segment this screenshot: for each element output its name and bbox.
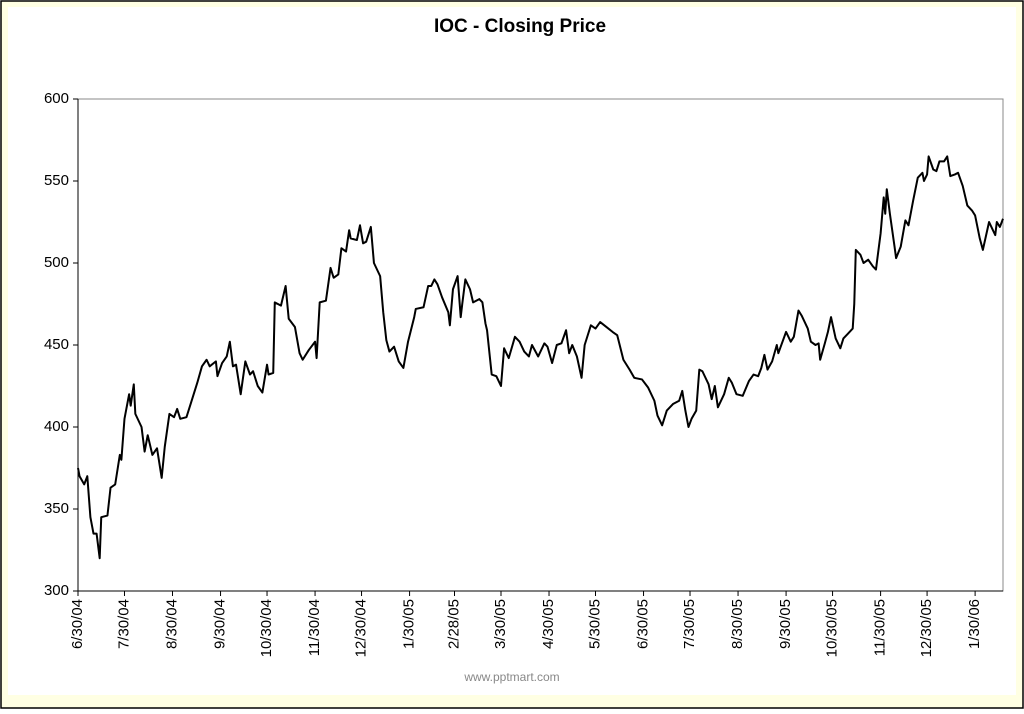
x-tick-label: 11/30/04 — [306, 599, 323, 656]
x-tick-label: 9/30/05 — [777, 599, 794, 649]
y-tick-label: 550 — [44, 172, 69, 189]
x-tick-label: 9/30/04 — [212, 599, 229, 649]
x-tick-label: 7/30/04 — [115, 599, 132, 649]
x-tick-label: 3/30/05 — [492, 599, 509, 649]
x-tick-label: 2/28/05 — [445, 599, 462, 649]
y-tick-label: 350 — [44, 500, 69, 517]
y-tick-label: 500 — [44, 254, 69, 271]
x-tick-label: 12/30/05 — [918, 599, 935, 657]
x-tick-label: 10/30/04 — [258, 599, 275, 657]
x-tick-label: 1/30/06 — [966, 599, 983, 649]
price-line — [77, 155, 1004, 560]
watermark: www.pptmart.com — [463, 670, 559, 684]
x-tick-label: 7/30/05 — [681, 599, 698, 649]
x-tick-label: 12/30/04 — [353, 599, 370, 657]
x-tick-label: 11/30/05 — [872, 599, 889, 656]
y-tick-label: 450 — [44, 336, 69, 353]
chart-title: IOC - Closing Price — [434, 16, 606, 37]
x-tick-label: 1/30/05 — [401, 599, 418, 649]
chart-area — [8, 7, 1016, 695]
x-tick-label: 10/30/05 — [824, 599, 841, 657]
y-tick-label: 300 — [44, 582, 69, 599]
x-tick-label: 6/30/04 — [69, 599, 86, 649]
y-tick-label: 600 — [44, 90, 69, 107]
x-tick-label: 8/30/04 — [163, 599, 180, 649]
x-tick-label: 8/30/05 — [729, 599, 746, 649]
y-tick-label: 400 — [44, 418, 69, 435]
x-tick-label: 5/30/05 — [586, 599, 603, 649]
x-tick-label: 6/30/05 — [635, 599, 652, 649]
x-tick-label: 4/30/05 — [540, 599, 557, 649]
